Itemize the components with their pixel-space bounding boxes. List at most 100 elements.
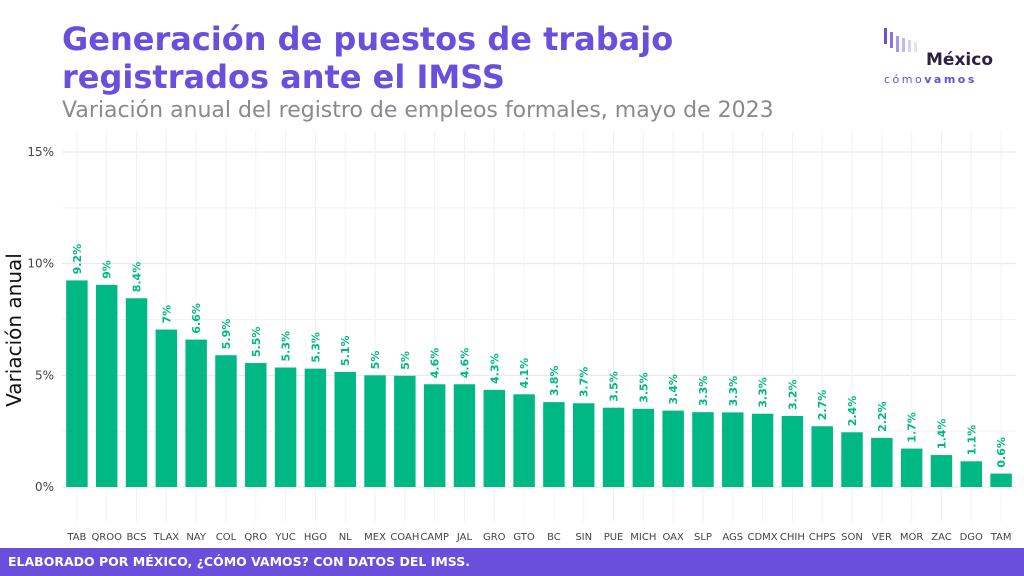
bar [394, 375, 416, 487]
bar-value-label: 5% [369, 351, 382, 370]
footer-credit: ELABORADO POR MÉXICO, ¿CÓMO VAMOS? CON D… [0, 548, 1024, 576]
bar [66, 280, 88, 487]
bar [960, 461, 983, 487]
bar [453, 384, 476, 487]
x-tick-label: OAX [662, 532, 684, 543]
bar [602, 407, 625, 487]
x-tick-label: BC [547, 532, 561, 543]
bar [572, 403, 595, 487]
x-tick-label: ZAC [931, 532, 952, 543]
x-tick-label: NL [339, 532, 352, 543]
title-line-2: registrados ante el IMSS [62, 58, 505, 96]
y-tick-label: 5% [35, 368, 54, 382]
bar-chart: 0% 5% 10% 15% 9.2% TAB 9% QROO 8.4% BCS 7% TLAX 6.6%… [27, 130, 1016, 543]
bar [95, 284, 118, 487]
bar-value-label: 4.6% [458, 348, 471, 379]
bar-value-label: 5.1% [339, 335, 352, 366]
x-tick-label: BCS [127, 532, 147, 543]
bar-value-label: 3.3% [697, 376, 710, 407]
x-tick-label: DGO [960, 532, 983, 543]
bar [423, 384, 446, 487]
bar [751, 413, 774, 487]
bar-value-label: 7% [160, 305, 173, 324]
bar [990, 473, 1012, 487]
bar [185, 339, 207, 487]
title-line-1: Generación de puestos de trabajo [62, 20, 674, 58]
bar-value-label: 9% [101, 260, 114, 279]
y-tick-label: 10% [27, 257, 54, 271]
x-tick-label: QROO [91, 532, 122, 543]
bar-value-label: 3.8% [548, 366, 561, 397]
brand-logo: México cómovamos [882, 28, 1007, 88]
bar [483, 389, 506, 487]
x-tick-label: SON [841, 532, 863, 543]
bar [274, 367, 297, 487]
bar-value-label: 8.4% [131, 262, 144, 293]
bar-value-label: 5.3% [309, 332, 322, 363]
x-tick-label: MICH [630, 532, 656, 543]
bar [662, 410, 684, 487]
x-tick-label: NAY [186, 532, 207, 543]
bar-value-label: 5.3% [280, 331, 293, 362]
logo-tag-bold: vamos [924, 73, 977, 86]
page-title: Generación de puestos de trabajo registr… [62, 20, 673, 96]
bar-value-label: 3.7% [578, 367, 591, 398]
bar-value-label: 5.5% [250, 327, 263, 358]
bar [304, 368, 327, 487]
bar-value-label: 6.6% [190, 303, 203, 334]
bar-value-label: 9.2% [71, 244, 84, 275]
bar-value-label: 2.2% [876, 401, 889, 432]
x-tick-label: MEX [364, 532, 386, 543]
bar [125, 298, 148, 487]
bar [513, 394, 535, 487]
bar-value-label: 3.3% [757, 377, 770, 408]
bar-value-label: 3.3% [727, 376, 740, 407]
bar [364, 375, 386, 487]
bar-value-label: 3.4% [667, 374, 680, 405]
bar-value-label: 2.4% [846, 396, 859, 427]
bar [811, 426, 833, 487]
bar-value-label: 0.6% [995, 437, 1008, 468]
bar-value-label: 5% [399, 351, 412, 370]
bar [543, 402, 565, 487]
y-tick-label: 15% [27, 145, 54, 159]
bar-value-label: 4.3% [488, 353, 501, 384]
bar [900, 448, 923, 487]
bar-value-label: 3.5% [637, 372, 650, 403]
logo-tagline: cómovamos [884, 73, 977, 86]
bar-value-label: 1.4% [935, 419, 948, 450]
x-tick-label: TAB [66, 532, 86, 543]
logo-tag-light: cómo [884, 73, 925, 86]
x-tick-label: SLP [694, 532, 712, 543]
logo-bars-icon [884, 28, 917, 52]
x-tick-label: CAMP [420, 532, 448, 543]
x-tick-label: GRO [483, 532, 506, 543]
bar [334, 371, 356, 487]
bar [930, 455, 953, 487]
bar [692, 412, 714, 487]
bar [871, 437, 893, 487]
x-tick-label: CHIH [780, 532, 805, 543]
bar-value-label: 4.6% [429, 348, 442, 379]
logo-wordmark: México [926, 50, 993, 70]
bar-value-label: 3.5% [608, 371, 621, 402]
bar-value-label: 2.7% [816, 390, 829, 421]
bar-value-label: 1.7% [906, 412, 919, 443]
y-tick-label: 0% [35, 480, 54, 494]
x-tick-label: TAM [990, 532, 1012, 543]
bar-value-label: 4.1% [518, 358, 531, 389]
bar [781, 415, 804, 487]
x-tick-label: CDMX [748, 532, 778, 543]
bar [215, 355, 237, 487]
bar [245, 363, 267, 487]
x-tick-label: AGS [722, 532, 743, 543]
bar [632, 408, 655, 487]
x-tick-label: QRO [244, 532, 267, 543]
x-tick-label: PUE [604, 532, 624, 543]
x-tick-label: YUC [274, 532, 295, 543]
x-tick-label: CHPS [809, 532, 836, 543]
x-tick-label: GTO [513, 532, 535, 543]
x-tick-label: JAL [456, 532, 473, 543]
x-tick-label: HGO [304, 532, 327, 543]
bar-value-label: 1.1% [965, 425, 978, 456]
